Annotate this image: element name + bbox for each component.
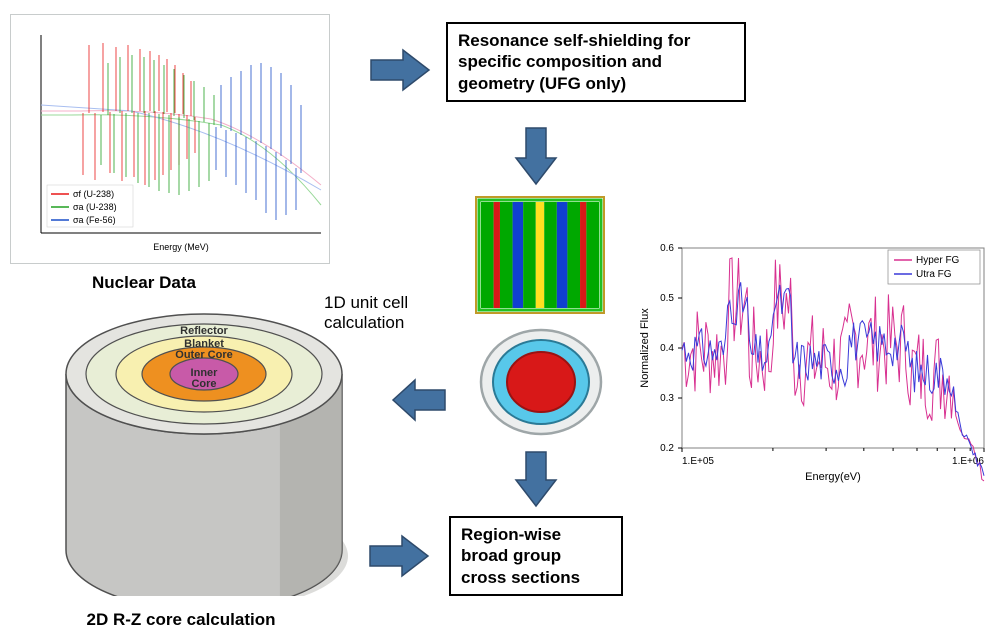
core-calc-caption: 2D R-Z core calculation <box>26 610 336 630</box>
arrow-left-icon <box>391 378 447 422</box>
region-box: Region-wise broad group cross sections <box>449 516 623 596</box>
stripe-lattice <box>475 196 605 314</box>
arrow-right-2-icon <box>368 534 430 578</box>
svg-text:0.3: 0.3 <box>660 393 674 404</box>
svg-text:InnerCore: InnerCore <box>191 367 219 390</box>
arrow-down-1-icon <box>514 126 558 186</box>
nuclear-chart-legend-2: σa (Fe-56) <box>73 215 116 225</box>
region-text: Region-wise broad group cross sections <box>461 525 580 587</box>
svg-text:Outer Core: Outer Core <box>175 349 232 361</box>
svg-text:Normalized Flux: Normalized Flux <box>639 308 651 388</box>
svg-text:1.E+06: 1.E+06 <box>952 456 984 467</box>
svg-text:Energy(eV): Energy(eV) <box>805 471 861 483</box>
nuclear-data-caption: Nuclear Data <box>92 273 196 293</box>
svg-text:0.6: 0.6 <box>660 243 674 254</box>
svg-text:Utra FG: Utra FG <box>916 269 952 280</box>
svg-text:0.4: 0.4 <box>660 343 674 354</box>
nuclear-chart-legend-1: σa (U-238) <box>73 202 117 212</box>
svg-text:1.E+05: 1.E+05 <box>682 456 714 467</box>
arrow-down-2-icon <box>514 450 558 508</box>
svg-text:Hyper FG: Hyper FG <box>916 255 960 266</box>
svg-text:0.5: 0.5 <box>660 293 674 304</box>
nuclear-chart-legend-0: σf (U-238) <box>73 189 114 199</box>
svg-text:Reflector: Reflector <box>180 325 228 337</box>
resonance-text: Resonance self-shielding for specific co… <box>458 31 690 93</box>
nuclear-data-chart: Energy (MeV) <box>10 14 330 264</box>
resonance-box: Resonance self-shielding for specific co… <box>446 22 746 102</box>
svg-text:0.2: 0.2 <box>660 443 674 454</box>
nuclear-chart-xlabel: Energy (MeV) <box>153 242 209 252</box>
arrow-right-1-icon <box>369 48 431 92</box>
flux-chart: 0.2 0.3 0.4 0.5 0.6 1.E+05 1.E+06 Energy(eV) Nor… <box>634 238 994 494</box>
core-cylinder: ReflectorBlanketOuter CoreInnerCore <box>52 298 356 596</box>
pin-cell <box>475 326 607 442</box>
